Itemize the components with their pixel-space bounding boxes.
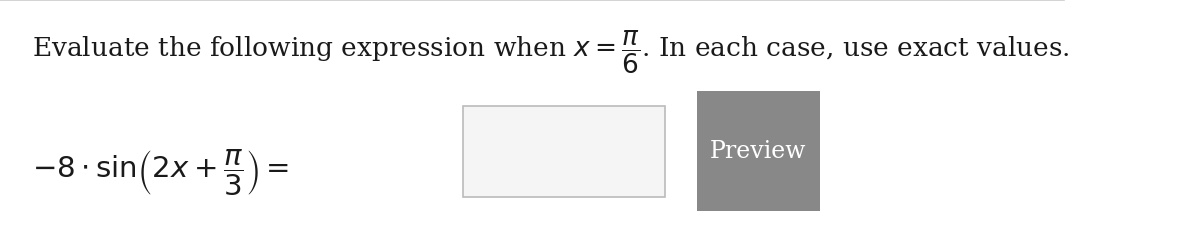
Text: Preview: Preview xyxy=(710,140,806,163)
Text: Evaluate the following expression when $x = \dfrac{\pi}{6}$. In each case, use e: Evaluate the following expression when $… xyxy=(32,29,1069,76)
FancyBboxPatch shape xyxy=(697,91,820,211)
Text: $-8 \cdot \sin\!\left(2x + \dfrac{\pi}{3}\right) =$: $-8 \cdot \sin\!\left(2x + \dfrac{\pi}{3… xyxy=(32,148,289,198)
FancyBboxPatch shape xyxy=(463,106,665,197)
